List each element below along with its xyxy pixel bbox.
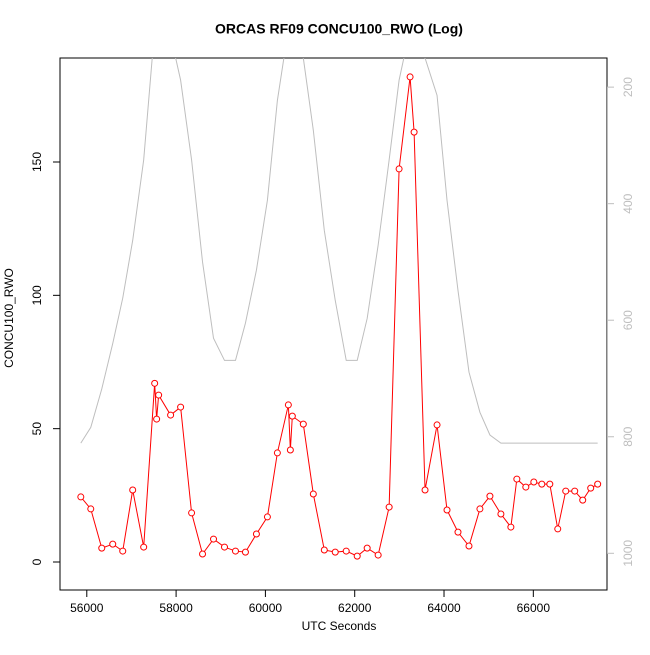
point xyxy=(331,548,339,556)
y2-tick-label: 400 xyxy=(621,193,635,213)
point xyxy=(320,546,328,554)
chart-title: ORCAS RF09 CONCU100_RWO (Log) xyxy=(215,21,463,37)
y2-tick-label: 200 xyxy=(621,77,635,97)
y-tick-label: 150 xyxy=(30,152,44,172)
point xyxy=(129,486,137,494)
x-tick-label: 66000 xyxy=(517,601,551,615)
point xyxy=(497,510,505,518)
point xyxy=(374,551,382,559)
y-tick-label: 0 xyxy=(30,558,44,565)
point xyxy=(522,483,530,491)
y2-tick-label: 800 xyxy=(621,426,635,446)
point xyxy=(465,542,473,550)
x-tick-label: 64000 xyxy=(427,601,461,615)
y2-tick-label: 600 xyxy=(621,310,635,330)
point xyxy=(579,496,587,504)
y-tick-label: 100 xyxy=(30,285,44,305)
point xyxy=(433,421,441,429)
point xyxy=(273,449,281,457)
point xyxy=(77,493,85,501)
point xyxy=(562,487,570,495)
point xyxy=(151,379,159,387)
point xyxy=(353,552,361,560)
point xyxy=(119,547,127,555)
point xyxy=(421,486,429,494)
point xyxy=(284,401,292,409)
x-axis-label: UTC Seconds xyxy=(302,619,377,633)
point xyxy=(109,540,117,548)
x-tick-label: 60000 xyxy=(249,601,283,615)
point xyxy=(342,547,350,555)
point xyxy=(87,505,95,513)
point xyxy=(252,530,260,538)
point xyxy=(410,128,418,136)
point xyxy=(288,412,296,420)
point xyxy=(530,478,538,486)
point xyxy=(140,543,148,551)
point xyxy=(98,544,106,552)
point xyxy=(406,73,414,81)
point xyxy=(571,487,579,495)
point xyxy=(454,528,462,536)
point xyxy=(546,480,554,488)
point xyxy=(241,548,249,556)
point xyxy=(286,446,294,454)
x-tick-label: 62000 xyxy=(338,601,372,615)
series-line xyxy=(80,58,598,444)
point xyxy=(263,513,271,521)
point xyxy=(363,544,371,552)
point xyxy=(167,411,175,419)
y-tick-label: 50 xyxy=(30,422,44,436)
point xyxy=(188,509,196,517)
y-axis-label: CONCU100_RWO xyxy=(2,268,16,368)
point xyxy=(153,415,161,423)
point xyxy=(231,547,239,555)
point xyxy=(385,503,393,511)
point xyxy=(476,505,484,513)
point xyxy=(210,535,218,543)
point xyxy=(587,484,595,492)
point xyxy=(443,506,451,514)
x-tick-label: 56000 xyxy=(70,601,104,615)
point xyxy=(513,475,521,483)
point xyxy=(486,492,494,500)
point xyxy=(299,420,307,428)
y2-tick-label: 1000 xyxy=(621,540,635,567)
point xyxy=(155,391,163,399)
point xyxy=(221,543,229,551)
point xyxy=(554,525,562,533)
point xyxy=(538,480,546,488)
point xyxy=(177,403,185,411)
point xyxy=(395,165,403,173)
point xyxy=(199,550,207,558)
point xyxy=(507,523,515,531)
point xyxy=(309,490,317,498)
point xyxy=(594,480,602,488)
x-tick-label: 58000 xyxy=(159,601,193,615)
